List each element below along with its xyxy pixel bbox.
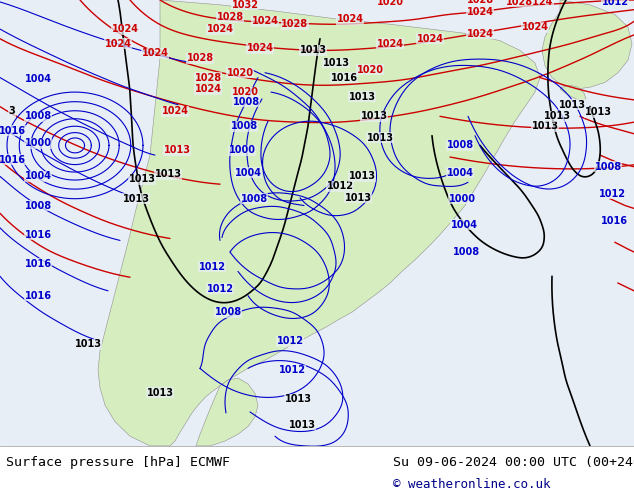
Polygon shape [560,85,586,101]
Text: 1008: 1008 [214,307,242,317]
Text: 1013: 1013 [155,170,181,179]
Polygon shape [196,378,258,446]
Text: 1024: 1024 [195,84,221,94]
Text: 1024: 1024 [377,39,403,49]
Text: 1013: 1013 [146,388,174,397]
Text: 1008: 1008 [595,162,621,172]
Text: 1013: 1013 [122,194,150,204]
Text: 1020: 1020 [377,0,403,7]
Text: 1013: 1013 [299,46,327,55]
Text: 1016: 1016 [0,155,25,165]
Text: 1028: 1028 [195,73,221,82]
Text: 1028: 1028 [216,12,243,23]
Text: 1000: 1000 [25,139,51,148]
Text: 1013: 1013 [75,339,101,349]
Text: 1013: 1013 [344,193,372,203]
Text: 1013: 1013 [531,121,559,131]
Text: 1004: 1004 [25,74,51,84]
Polygon shape [542,0,632,89]
Text: 1013: 1013 [349,92,375,102]
Text: 1012: 1012 [602,0,628,7]
Text: 1013: 1013 [559,99,586,110]
Text: 1000: 1000 [448,194,476,204]
Text: 1004: 1004 [235,168,261,177]
Text: 1024: 1024 [252,16,278,26]
Text: 1004: 1004 [25,172,51,181]
Text: 1012: 1012 [598,189,626,199]
Text: © weatheronline.co.uk: © weatheronline.co.uk [393,478,550,490]
Text: 1008: 1008 [25,200,51,211]
Text: 1012: 1012 [198,262,226,271]
Text: 1024: 1024 [467,29,493,39]
Text: 1024: 1024 [162,106,188,117]
Text: 1032: 1032 [231,0,259,10]
Text: 3: 3 [9,106,15,117]
Text: 1008: 1008 [230,121,257,131]
Text: 1028: 1028 [281,19,309,29]
Text: 1016: 1016 [600,216,628,226]
Text: 1013: 1013 [288,419,316,430]
Text: 1016: 1016 [0,126,25,136]
Text: 1024: 1024 [207,24,233,34]
Text: 1016: 1016 [25,259,51,269]
Text: 1012: 1012 [327,181,354,191]
Text: 1000: 1000 [228,145,256,155]
Text: 1013: 1013 [349,172,375,181]
Polygon shape [98,0,540,446]
Text: 1013: 1013 [323,58,349,68]
Text: 1028: 1028 [186,53,214,63]
Text: 1012: 1012 [207,284,233,294]
Text: 1020: 1020 [356,65,384,75]
Text: 1013: 1013 [164,145,190,155]
Text: 1008: 1008 [233,97,259,107]
Text: 1013: 1013 [129,174,155,184]
Text: 1024: 1024 [112,24,138,34]
Text: 1024: 1024 [522,22,548,32]
Text: 1008: 1008 [453,247,481,257]
Text: 1012: 1012 [278,365,306,375]
Text: 1013: 1013 [366,133,394,143]
Text: Surface pressure [hPa] ECMWF: Surface pressure [hPa] ECMWF [6,456,230,469]
Text: 1013: 1013 [585,107,612,118]
Text: 1028: 1028 [467,0,493,5]
Text: 1024: 1024 [467,7,493,17]
Text: 1016: 1016 [330,73,358,82]
Text: 1013: 1013 [285,394,311,404]
Text: 1024: 1024 [337,14,363,24]
Text: 1016: 1016 [25,291,51,301]
Text: 1004: 1004 [451,220,477,230]
Text: Su 09-06-2024 00:00 UTC (00+240): Su 09-06-2024 00:00 UTC (00+240) [393,456,634,469]
Text: 1008: 1008 [240,194,268,204]
Text: 1024: 1024 [105,39,131,49]
Text: 1024: 1024 [417,34,444,44]
Text: 1013: 1013 [543,111,571,122]
Text: 1020: 1020 [226,68,254,78]
Text: 1020: 1020 [231,87,259,97]
Text: 1013: 1013 [361,111,387,122]
Text: 1028124: 1028124 [507,0,553,7]
Text: 1024: 1024 [141,49,169,58]
Text: 1012: 1012 [276,336,304,346]
Text: 1004: 1004 [446,168,474,177]
Text: 1016: 1016 [25,230,51,240]
Text: 1008: 1008 [446,141,474,150]
Text: 1008: 1008 [25,111,51,122]
Text: 1024: 1024 [247,44,273,53]
